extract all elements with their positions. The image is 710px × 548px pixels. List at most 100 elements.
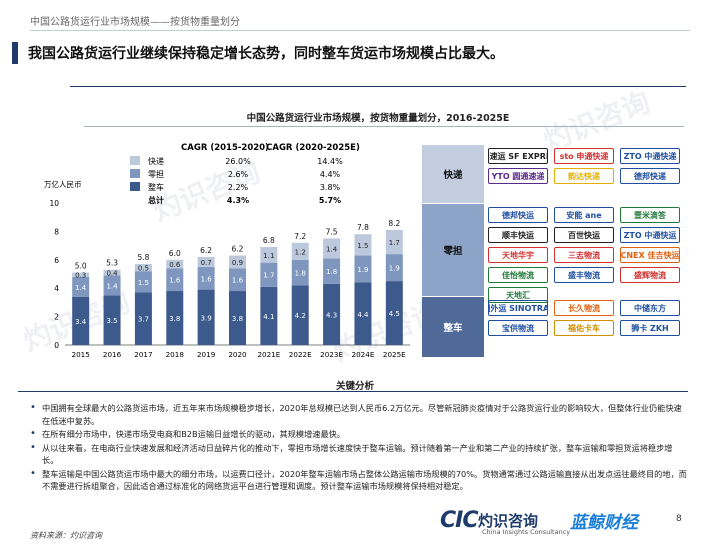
x-tick-label: 2021E	[257, 350, 280, 359]
company-logo: 长久物流	[554, 300, 614, 316]
y-tick-label: 2	[54, 313, 59, 322]
x-tick-label: 2022E	[289, 350, 312, 359]
y-axis-label: 万亿人民币	[44, 179, 82, 189]
divider	[30, 30, 690, 31]
bar-segment	[385, 254, 403, 282]
legend-label: 总计	[148, 195, 164, 205]
company-logo: 百世快运	[554, 227, 614, 243]
cagr-value: 26.0%	[225, 157, 251, 166]
cagr-header: CAGR (2020-2025E)	[266, 143, 360, 153]
bar-segment	[72, 296, 90, 345]
cagr-value: 4.4%	[320, 170, 341, 179]
total-label: 7.8	[357, 223, 369, 232]
y-tick-label: 4	[54, 284, 59, 293]
company-logo: 中国外运 SINOTRANS	[488, 300, 548, 316]
total-label: 8.2	[388, 219, 400, 228]
bar-segment	[323, 258, 341, 284]
data-label: 1.4	[75, 284, 87, 292]
cagr-value: 5.7%	[319, 196, 341, 205]
bar-segment	[134, 264, 152, 272]
total-label: 5.8	[137, 253, 149, 262]
data-label: 1.1	[263, 252, 274, 260]
data-label: 4.3	[326, 311, 337, 319]
x-tick-label: 2023E	[320, 350, 343, 359]
data-label: 4.2	[295, 312, 306, 320]
bar-segment	[385, 229, 403, 255]
bar-segment	[229, 255, 246, 269]
bar-segment	[72, 276, 90, 297]
analysis-title: 关键分析	[335, 381, 374, 392]
data-label: 1.9	[389, 265, 400, 273]
bar-segment	[229, 268, 246, 292]
partner-logo: 蓝鲸财经	[570, 513, 638, 533]
page-number: 8	[676, 514, 682, 524]
data-label: 1.8	[295, 270, 306, 278]
company-logo: 韵达快递	[554, 168, 614, 184]
cic-logo-name: 灼识咨询	[478, 512, 539, 530]
data-label: 4.1	[263, 313, 274, 321]
cagr-value: 2.2%	[228, 183, 249, 192]
bar-segment	[103, 275, 121, 296]
company-logo: ZTO 中通快递	[620, 148, 680, 164]
total-label: 6.0	[169, 249, 181, 258]
bar-segment	[291, 242, 309, 260]
company-logo: ZTO 中通快运	[620, 227, 680, 243]
bar-segment	[354, 234, 372, 256]
legend-swatch	[130, 156, 140, 165]
bar-segment	[323, 238, 341, 259]
data-label: 3.8	[169, 315, 180, 323]
company-logo: 三志物流	[554, 247, 614, 263]
bar-segment	[229, 291, 246, 345]
x-tick-label: 2018	[166, 350, 185, 359]
company-logo: YTO 圆通速递	[488, 168, 548, 184]
legend-label: 整车	[148, 182, 164, 192]
breadcrumb: 中国公路货运行业市场规模——按货物重量划分	[30, 17, 240, 28]
company-logo: 德邦快运	[488, 207, 548, 223]
data-label: 1.9	[357, 266, 368, 274]
cic-logo: CIC	[440, 508, 478, 533]
company-logo: 宝供物流	[488, 320, 548, 336]
bar-segment	[103, 295, 121, 345]
stacked-bar-chart: CAGR (2015-2020)CAGR (2020-2025E) 快递 26.0%…	[44, 143, 410, 359]
bar-segment	[260, 286, 278, 345]
cagr-value: 14.4%	[317, 157, 343, 166]
data-label: 3.7	[138, 316, 149, 324]
company-logo: 狮卡 ZKH	[620, 320, 680, 336]
data-label: 1.5	[138, 279, 149, 287]
x-tick-label: 2020	[228, 350, 247, 359]
data-label: 0.6	[169, 261, 181, 269]
company-logo: CNEX 佳吉快运	[620, 247, 680, 263]
divider	[70, 86, 686, 87]
data-label: 1.2	[295, 248, 306, 256]
segment-row: 零担 德邦快运 安能 ane 壹米滴答 顺丰快运 百世快运 ZTO 中通快运 天地华宇 三志物流…	[422, 204, 687, 303]
total-label: 6.8	[263, 236, 275, 245]
data-label: 0.9	[232, 259, 243, 267]
bar-segment	[354, 282, 372, 345]
cagr-value: 4.3%	[227, 196, 249, 205]
segment-logos: 德邦快运 安能 ane 壹米滴答 顺丰快运 百世快运 ZTO 中通快运 天地华宇 三志物流 CN…	[488, 207, 685, 303]
data-label: 1.6	[169, 277, 181, 285]
data-label: 1.8	[326, 268, 337, 276]
y-tick-label: 6	[54, 256, 59, 265]
x-tick-label: 2019	[197, 350, 216, 359]
company-logo: 顺丰快运	[488, 227, 548, 243]
legend-swatch	[130, 182, 140, 191]
bar-segment	[134, 292, 152, 345]
data-label: 0.4	[106, 270, 118, 278]
data-label: 0.3	[75, 272, 86, 280]
data-label: 1.6	[201, 275, 213, 283]
chart-title: 中国公路货运行业市场规模，按货物重量划分，2016-2025E	[246, 113, 510, 124]
legend-swatch	[130, 169, 140, 178]
bar-segment	[323, 283, 341, 345]
total-label: 7.2	[294, 232, 306, 241]
x-tick-label: 2024E	[352, 350, 375, 359]
bar-segment	[166, 291, 184, 345]
data-label: 1.7	[263, 272, 274, 280]
total-label: 5.0	[75, 262, 87, 271]
cagr-header: CAGR (2015-2020)	[181, 143, 269, 153]
bar-segment	[134, 271, 152, 293]
data-label: 0.5	[138, 265, 149, 273]
bar-segment	[166, 268, 184, 292]
bar-segment	[197, 266, 215, 290]
company-logo: 德邦快递	[620, 168, 680, 184]
